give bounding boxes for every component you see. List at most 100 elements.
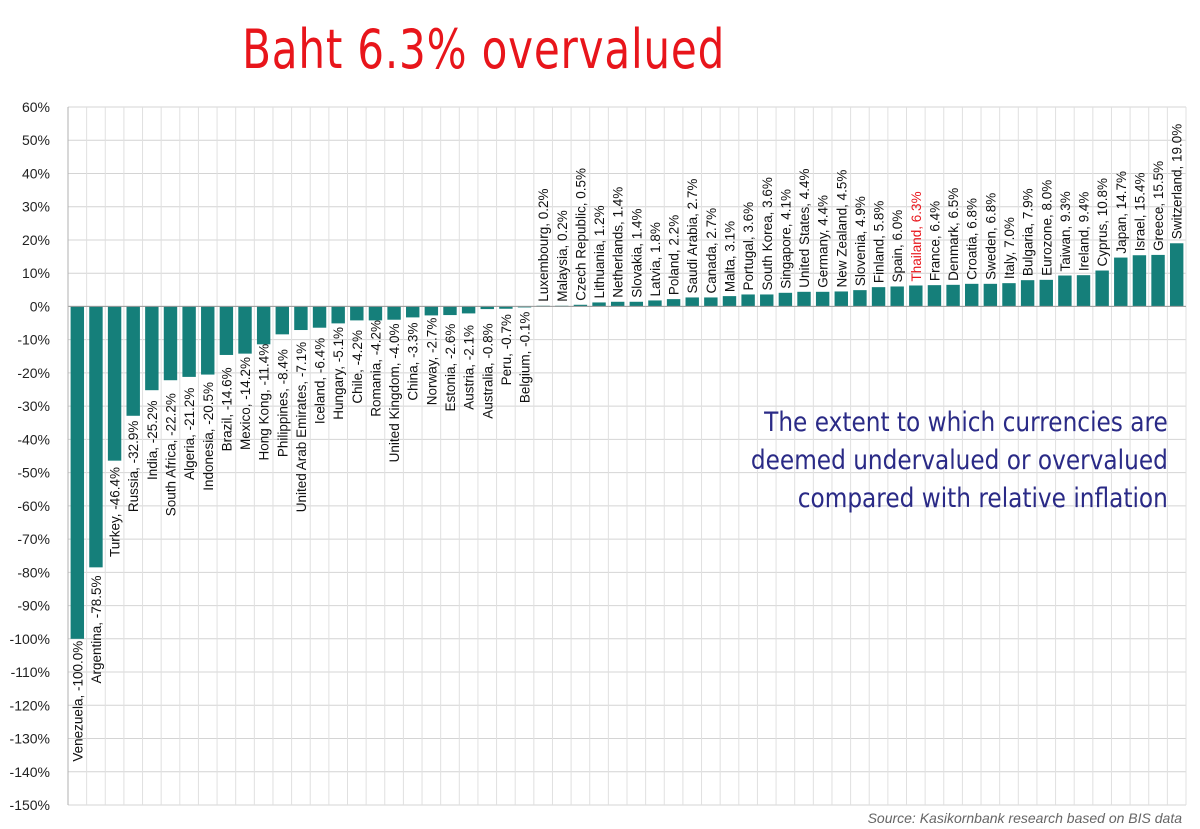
bar-label: Austria, -2.1% bbox=[462, 325, 477, 410]
bar-label: Netherlands, 1.4% bbox=[611, 187, 626, 298]
bar bbox=[1020, 280, 1035, 307]
y-tick-label: 40% bbox=[22, 165, 50, 181]
y-tick-label: 10% bbox=[22, 265, 50, 281]
bar bbox=[927, 285, 942, 307]
bar bbox=[387, 306, 401, 320]
y-tick-label: -150% bbox=[10, 797, 50, 813]
y-tick-label: -10% bbox=[17, 332, 50, 348]
bar bbox=[331, 306, 345, 324]
bar-label: Venezuela, -100.0% bbox=[70, 641, 85, 762]
bar-label: Mexico, -14.2% bbox=[238, 357, 253, 450]
bar-label: United Kingdom, -4.0% bbox=[387, 323, 402, 462]
y-tick-label: 60% bbox=[22, 99, 50, 115]
bar-label: Bulgaria, 7.9% bbox=[1021, 188, 1036, 276]
bar bbox=[592, 302, 606, 307]
bar bbox=[1132, 255, 1147, 307]
y-tick-label: -30% bbox=[17, 398, 50, 414]
source-note: Source: Kasikornbank research based on B… bbox=[867, 810, 1182, 826]
bar-label: China, -3.3% bbox=[406, 323, 421, 401]
y-tick-label: -90% bbox=[17, 598, 50, 614]
bar-label: Germany, 4.4% bbox=[816, 195, 831, 288]
bar-label: Canada, 2.7% bbox=[704, 208, 719, 294]
bar bbox=[294, 306, 308, 331]
bar-label: Sweden, 6.8% bbox=[983, 193, 998, 280]
bar bbox=[461, 306, 476, 314]
bars bbox=[68, 243, 1186, 639]
bar bbox=[760, 294, 774, 307]
bar bbox=[201, 306, 215, 375]
bar-label: Belgium, -0.1% bbox=[518, 312, 533, 404]
bar-labels: Venezuela, -100.0% Argentina, -78.5% Turke… bbox=[70, 124, 1184, 762]
bar-label: Cyprus, 10.8% bbox=[1095, 178, 1110, 267]
y-tick-label: -100% bbox=[10, 631, 50, 647]
bar-label: Luxembourg, 0.2% bbox=[536, 188, 551, 301]
bar bbox=[406, 306, 420, 318]
y-tick-label: -110% bbox=[11, 664, 50, 680]
y-tick-label: -130% bbox=[10, 731, 50, 747]
bar-label: Romania, -4.2% bbox=[368, 320, 383, 417]
bar-label: Spain, 6.0% bbox=[890, 210, 905, 283]
bar-label: Poland, 2.2% bbox=[667, 215, 682, 295]
y-tick-label: -80% bbox=[17, 564, 50, 580]
bar-label: Russia, -32.9% bbox=[126, 421, 141, 513]
bar bbox=[1151, 254, 1165, 307]
bar-label: Algeria, -21.2% bbox=[182, 388, 197, 480]
y-tick-label: -70% bbox=[17, 531, 50, 547]
bar bbox=[629, 301, 644, 307]
bar bbox=[107, 306, 122, 461]
bar bbox=[163, 306, 178, 381]
bar bbox=[741, 294, 755, 307]
bar-label: Israel, 15.4% bbox=[1132, 172, 1147, 251]
bar-label: Estonia, -2.6% bbox=[443, 324, 458, 412]
y-tick-label: -20% bbox=[17, 365, 50, 381]
bar-label: Singapore, 4.1% bbox=[778, 189, 793, 289]
bar-label: Latvia, 1.8% bbox=[648, 222, 663, 296]
y-tick-label: 50% bbox=[22, 132, 50, 148]
bar bbox=[480, 306, 494, 310]
y-tick-label: 0% bbox=[30, 298, 50, 314]
y-tick-label: 30% bbox=[22, 199, 50, 215]
y-tick-label: 20% bbox=[22, 232, 50, 248]
bar bbox=[573, 304, 588, 307]
bar-label: Finland, 5.8% bbox=[872, 201, 887, 284]
bar bbox=[126, 306, 140, 416]
chart-title: Baht 6.3% overvalued bbox=[242, 18, 726, 81]
bar bbox=[1095, 270, 1109, 307]
bar bbox=[1002, 283, 1016, 307]
bar-label: France, 6.4% bbox=[927, 201, 942, 281]
y-axis: 60% 50% 40% 30% 20% 10% 0% -10% -20% -30% -40% -50%… bbox=[10, 99, 69, 813]
bar-label: Denmark, 6.5% bbox=[946, 188, 961, 281]
bar-label: Turkey, -46.4% bbox=[108, 467, 123, 557]
bar bbox=[666, 299, 681, 307]
bar-label: Peru, -0.7% bbox=[499, 314, 514, 385]
bar-label: Croatia, 6.8% bbox=[965, 198, 980, 280]
bar bbox=[350, 306, 364, 321]
bar-label: Thailand, 6.3% bbox=[909, 191, 924, 281]
bar-label: Iceland, -6.4% bbox=[313, 338, 328, 424]
bar-label: Japan, 14.7% bbox=[1114, 171, 1129, 254]
bar bbox=[182, 306, 196, 377]
y-tick-label: -50% bbox=[17, 465, 50, 481]
bar bbox=[1169, 243, 1184, 307]
bar bbox=[704, 297, 718, 307]
bar bbox=[871, 287, 886, 307]
bar bbox=[909, 285, 923, 307]
bar bbox=[1076, 275, 1091, 307]
bar-label: Chile, -4.2% bbox=[350, 330, 365, 404]
bar bbox=[256, 306, 271, 345]
bar-label: Greece, 15.5% bbox=[1151, 161, 1166, 251]
bar bbox=[685, 297, 699, 307]
bar bbox=[778, 292, 793, 307]
bar-label: Norway, -2.7% bbox=[424, 318, 439, 406]
bar bbox=[443, 306, 457, 316]
bar bbox=[965, 283, 979, 307]
bar bbox=[499, 306, 513, 309]
bar bbox=[648, 300, 662, 307]
bar-label: Hong Kong, -11.4% bbox=[257, 344, 272, 461]
bar bbox=[722, 296, 737, 307]
y-tick-label: -60% bbox=[17, 498, 50, 514]
bar-label: Australia, -0.8% bbox=[480, 323, 495, 418]
bar bbox=[1039, 279, 1053, 307]
y-tick-label: -40% bbox=[17, 431, 50, 447]
